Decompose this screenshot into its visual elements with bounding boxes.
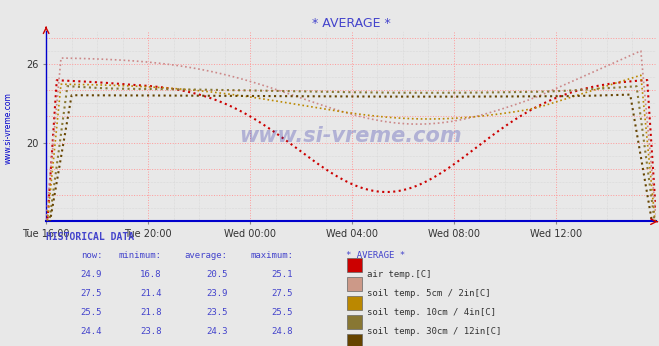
Text: minimum:: minimum:	[119, 251, 161, 260]
Text: www.si-vreme.com: www.si-vreme.com	[240, 126, 462, 146]
Text: 20.5: 20.5	[206, 270, 227, 279]
Text: 24.3: 24.3	[206, 327, 227, 336]
Text: 21.4: 21.4	[140, 289, 161, 298]
Text: 23.9: 23.9	[206, 289, 227, 298]
Text: 25.5: 25.5	[272, 308, 293, 317]
Text: 23.8: 23.8	[140, 327, 161, 336]
Text: 16.8: 16.8	[140, 270, 161, 279]
Text: air temp.[C]: air temp.[C]	[367, 270, 432, 279]
Text: maximum:: maximum:	[250, 251, 293, 260]
Text: now:: now:	[80, 251, 102, 260]
Text: www.si-vreme.com: www.si-vreme.com	[3, 92, 13, 164]
Text: 27.5: 27.5	[272, 289, 293, 298]
Text: 24.8: 24.8	[272, 327, 293, 336]
Text: soil temp. 10cm / 4in[C]: soil temp. 10cm / 4in[C]	[367, 308, 496, 317]
Text: 24.9: 24.9	[80, 270, 102, 279]
Text: HISTORICAL DATA: HISTORICAL DATA	[46, 232, 134, 242]
Text: 24.4: 24.4	[80, 327, 102, 336]
Text: * AVERAGE *: * AVERAGE *	[346, 251, 405, 260]
Text: 27.5: 27.5	[80, 289, 102, 298]
Title: * AVERAGE *: * AVERAGE *	[312, 17, 390, 30]
Text: 25.1: 25.1	[272, 270, 293, 279]
Text: 23.5: 23.5	[206, 308, 227, 317]
Text: soil temp. 5cm / 2in[C]: soil temp. 5cm / 2in[C]	[367, 289, 491, 298]
Text: average:: average:	[185, 251, 227, 260]
Text: 21.8: 21.8	[140, 308, 161, 317]
Text: 25.5: 25.5	[80, 308, 102, 317]
Text: soil temp. 30cm / 12in[C]: soil temp. 30cm / 12in[C]	[367, 327, 501, 336]
